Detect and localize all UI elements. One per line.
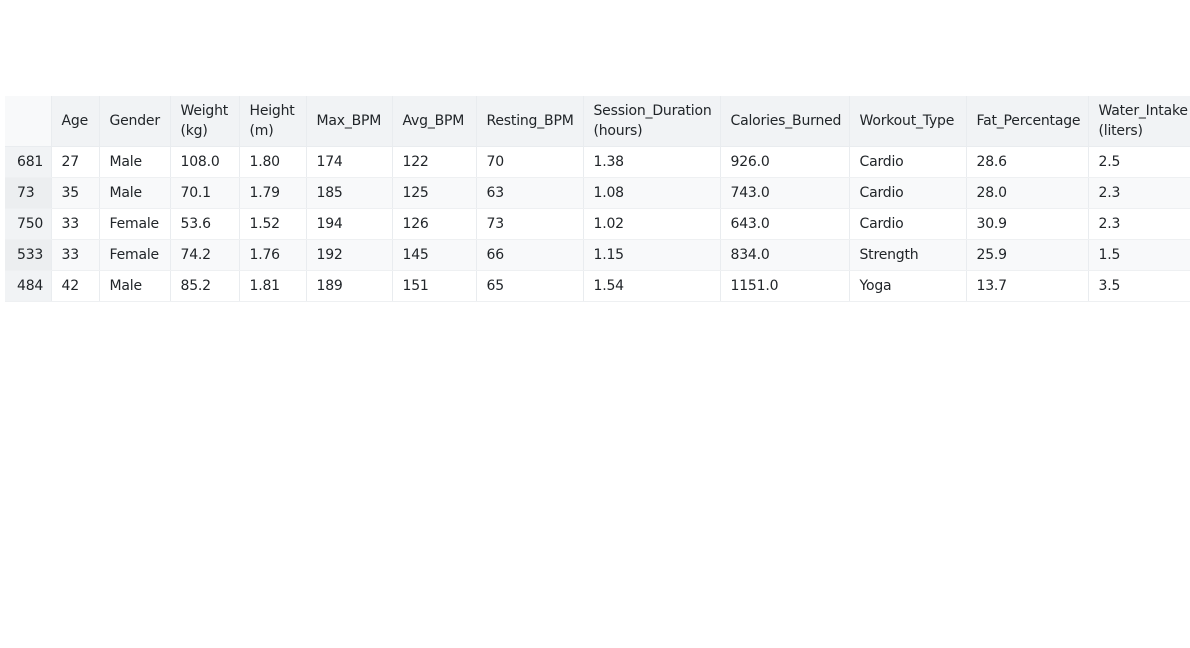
header-row: Age Gender Weight (kg) Height (m) Max_BP…: [5, 96, 1190, 147]
cell-weight: 70.1: [170, 177, 240, 209]
cell-session-duration: 1.38: [583, 146, 721, 178]
cell-gender: Male: [99, 146, 171, 178]
cell-weight: 53.6: [170, 208, 240, 240]
cell-fat-percentage: 13.7: [966, 270, 1089, 302]
cell-avg-bpm: 151: [392, 270, 477, 302]
cell-resting-bpm: 63: [476, 177, 584, 209]
cell-age: 42: [51, 270, 100, 302]
column-header-avg-bpm: Avg_BPM: [392, 96, 477, 147]
cell-avg-bpm: 126: [392, 208, 477, 240]
column-header-fat-percentage: Fat_Percentage: [966, 96, 1089, 147]
cell-calories-burned: 834.0: [720, 239, 850, 271]
cell-session-duration: 1.08: [583, 177, 721, 209]
cell-session-duration: 1.15: [583, 239, 721, 271]
cell-max-bpm: 174: [306, 146, 393, 178]
cell-session-duration: 1.02: [583, 208, 721, 240]
cell-calories-burned: 1151.0: [720, 270, 850, 302]
table-row: 533 33 Female 74.2 1.76 192 145 66 1.15 …: [5, 239, 1190, 271]
cell-fat-percentage: 28.6: [966, 146, 1089, 178]
cell-age: 33: [51, 239, 100, 271]
cell-max-bpm: 189: [306, 270, 393, 302]
cell-avg-bpm: 145: [392, 239, 477, 271]
column-header-water-intake: Water_Intake (liters): [1088, 96, 1190, 147]
cell-max-bpm: 192: [306, 239, 393, 271]
column-header-gender: Gender: [99, 96, 171, 147]
cell-weight: 85.2: [170, 270, 240, 302]
cell-water-intake: 3.5: [1088, 270, 1190, 302]
cell-gender: Male: [99, 177, 171, 209]
row-index: 73: [5, 177, 52, 209]
cell-height: 1.52: [239, 208, 307, 240]
column-header-height: Height (m): [239, 96, 307, 147]
cell-water-intake: 2.3: [1088, 208, 1190, 240]
dataframe-table: Age Gender Weight (kg) Height (m) Max_BP…: [5, 96, 1190, 302]
cell-resting-bpm: 70: [476, 146, 584, 178]
cell-age: 35: [51, 177, 100, 209]
cell-calories-burned: 643.0: [720, 208, 850, 240]
row-index: 750: [5, 208, 52, 240]
cell-avg-bpm: 125: [392, 177, 477, 209]
column-header-weight: Weight (kg): [170, 96, 240, 147]
cell-gender: Female: [99, 208, 171, 240]
column-header-resting-bpm: Resting_BPM: [476, 96, 584, 147]
dataframe-output: Age Gender Weight (kg) Height (m) Max_BP…: [5, 96, 1190, 302]
cell-resting-bpm: 66: [476, 239, 584, 271]
table-row: 681 27 Male 108.0 1.80 174 122 70 1.38 9…: [5, 146, 1190, 178]
cell-height: 1.80: [239, 146, 307, 178]
row-index: 681: [5, 146, 52, 178]
cell-water-intake: 1.5: [1088, 239, 1190, 271]
cell-weight: 108.0: [170, 146, 240, 178]
cell-calories-burned: 743.0: [720, 177, 850, 209]
cell-gender: Male: [99, 270, 171, 302]
index-header: [5, 96, 52, 147]
table-row: 73 35 Male 70.1 1.79 185 125 63 1.08 743…: [5, 177, 1190, 209]
cell-avg-bpm: 122: [392, 146, 477, 178]
cell-resting-bpm: 65: [476, 270, 584, 302]
cell-session-duration: 1.54: [583, 270, 721, 302]
cell-water-intake: 2.5: [1088, 146, 1190, 178]
cell-max-bpm: 185: [306, 177, 393, 209]
cell-height: 1.79: [239, 177, 307, 209]
cell-weight: 74.2: [170, 239, 240, 271]
cell-fat-percentage: 30.9: [966, 208, 1089, 240]
cell-workout-type: Yoga: [849, 270, 967, 302]
cell-age: 33: [51, 208, 100, 240]
cell-workout-type: Cardio: [849, 208, 967, 240]
table-row: 484 42 Male 85.2 1.81 189 151 65 1.54 11…: [5, 270, 1190, 302]
cell-workout-type: Cardio: [849, 177, 967, 209]
column-header-session-duration: Session_Duration (hours): [583, 96, 721, 147]
row-index: 533: [5, 239, 52, 271]
table-row: 750 33 Female 53.6 1.52 194 126 73 1.02 …: [5, 208, 1190, 240]
cell-height: 1.76: [239, 239, 307, 271]
column-header-workout-type: Workout_Type: [849, 96, 967, 147]
column-header-max-bpm: Max_BPM: [306, 96, 393, 147]
cell-workout-type: Cardio: [849, 146, 967, 178]
cell-height: 1.81: [239, 270, 307, 302]
cell-fat-percentage: 25.9: [966, 239, 1089, 271]
cell-workout-type: Strength: [849, 239, 967, 271]
cell-fat-percentage: 28.0: [966, 177, 1089, 209]
cell-age: 27: [51, 146, 100, 178]
cell-max-bpm: 194: [306, 208, 393, 240]
row-index: 484: [5, 270, 52, 302]
column-header-age: Age: [51, 96, 100, 147]
cell-resting-bpm: 73: [476, 208, 584, 240]
column-header-calories-burned: Calories_Burned: [720, 96, 850, 147]
cell-water-intake: 2.3: [1088, 177, 1190, 209]
cell-calories-burned: 926.0: [720, 146, 850, 178]
cell-gender: Female: [99, 239, 171, 271]
